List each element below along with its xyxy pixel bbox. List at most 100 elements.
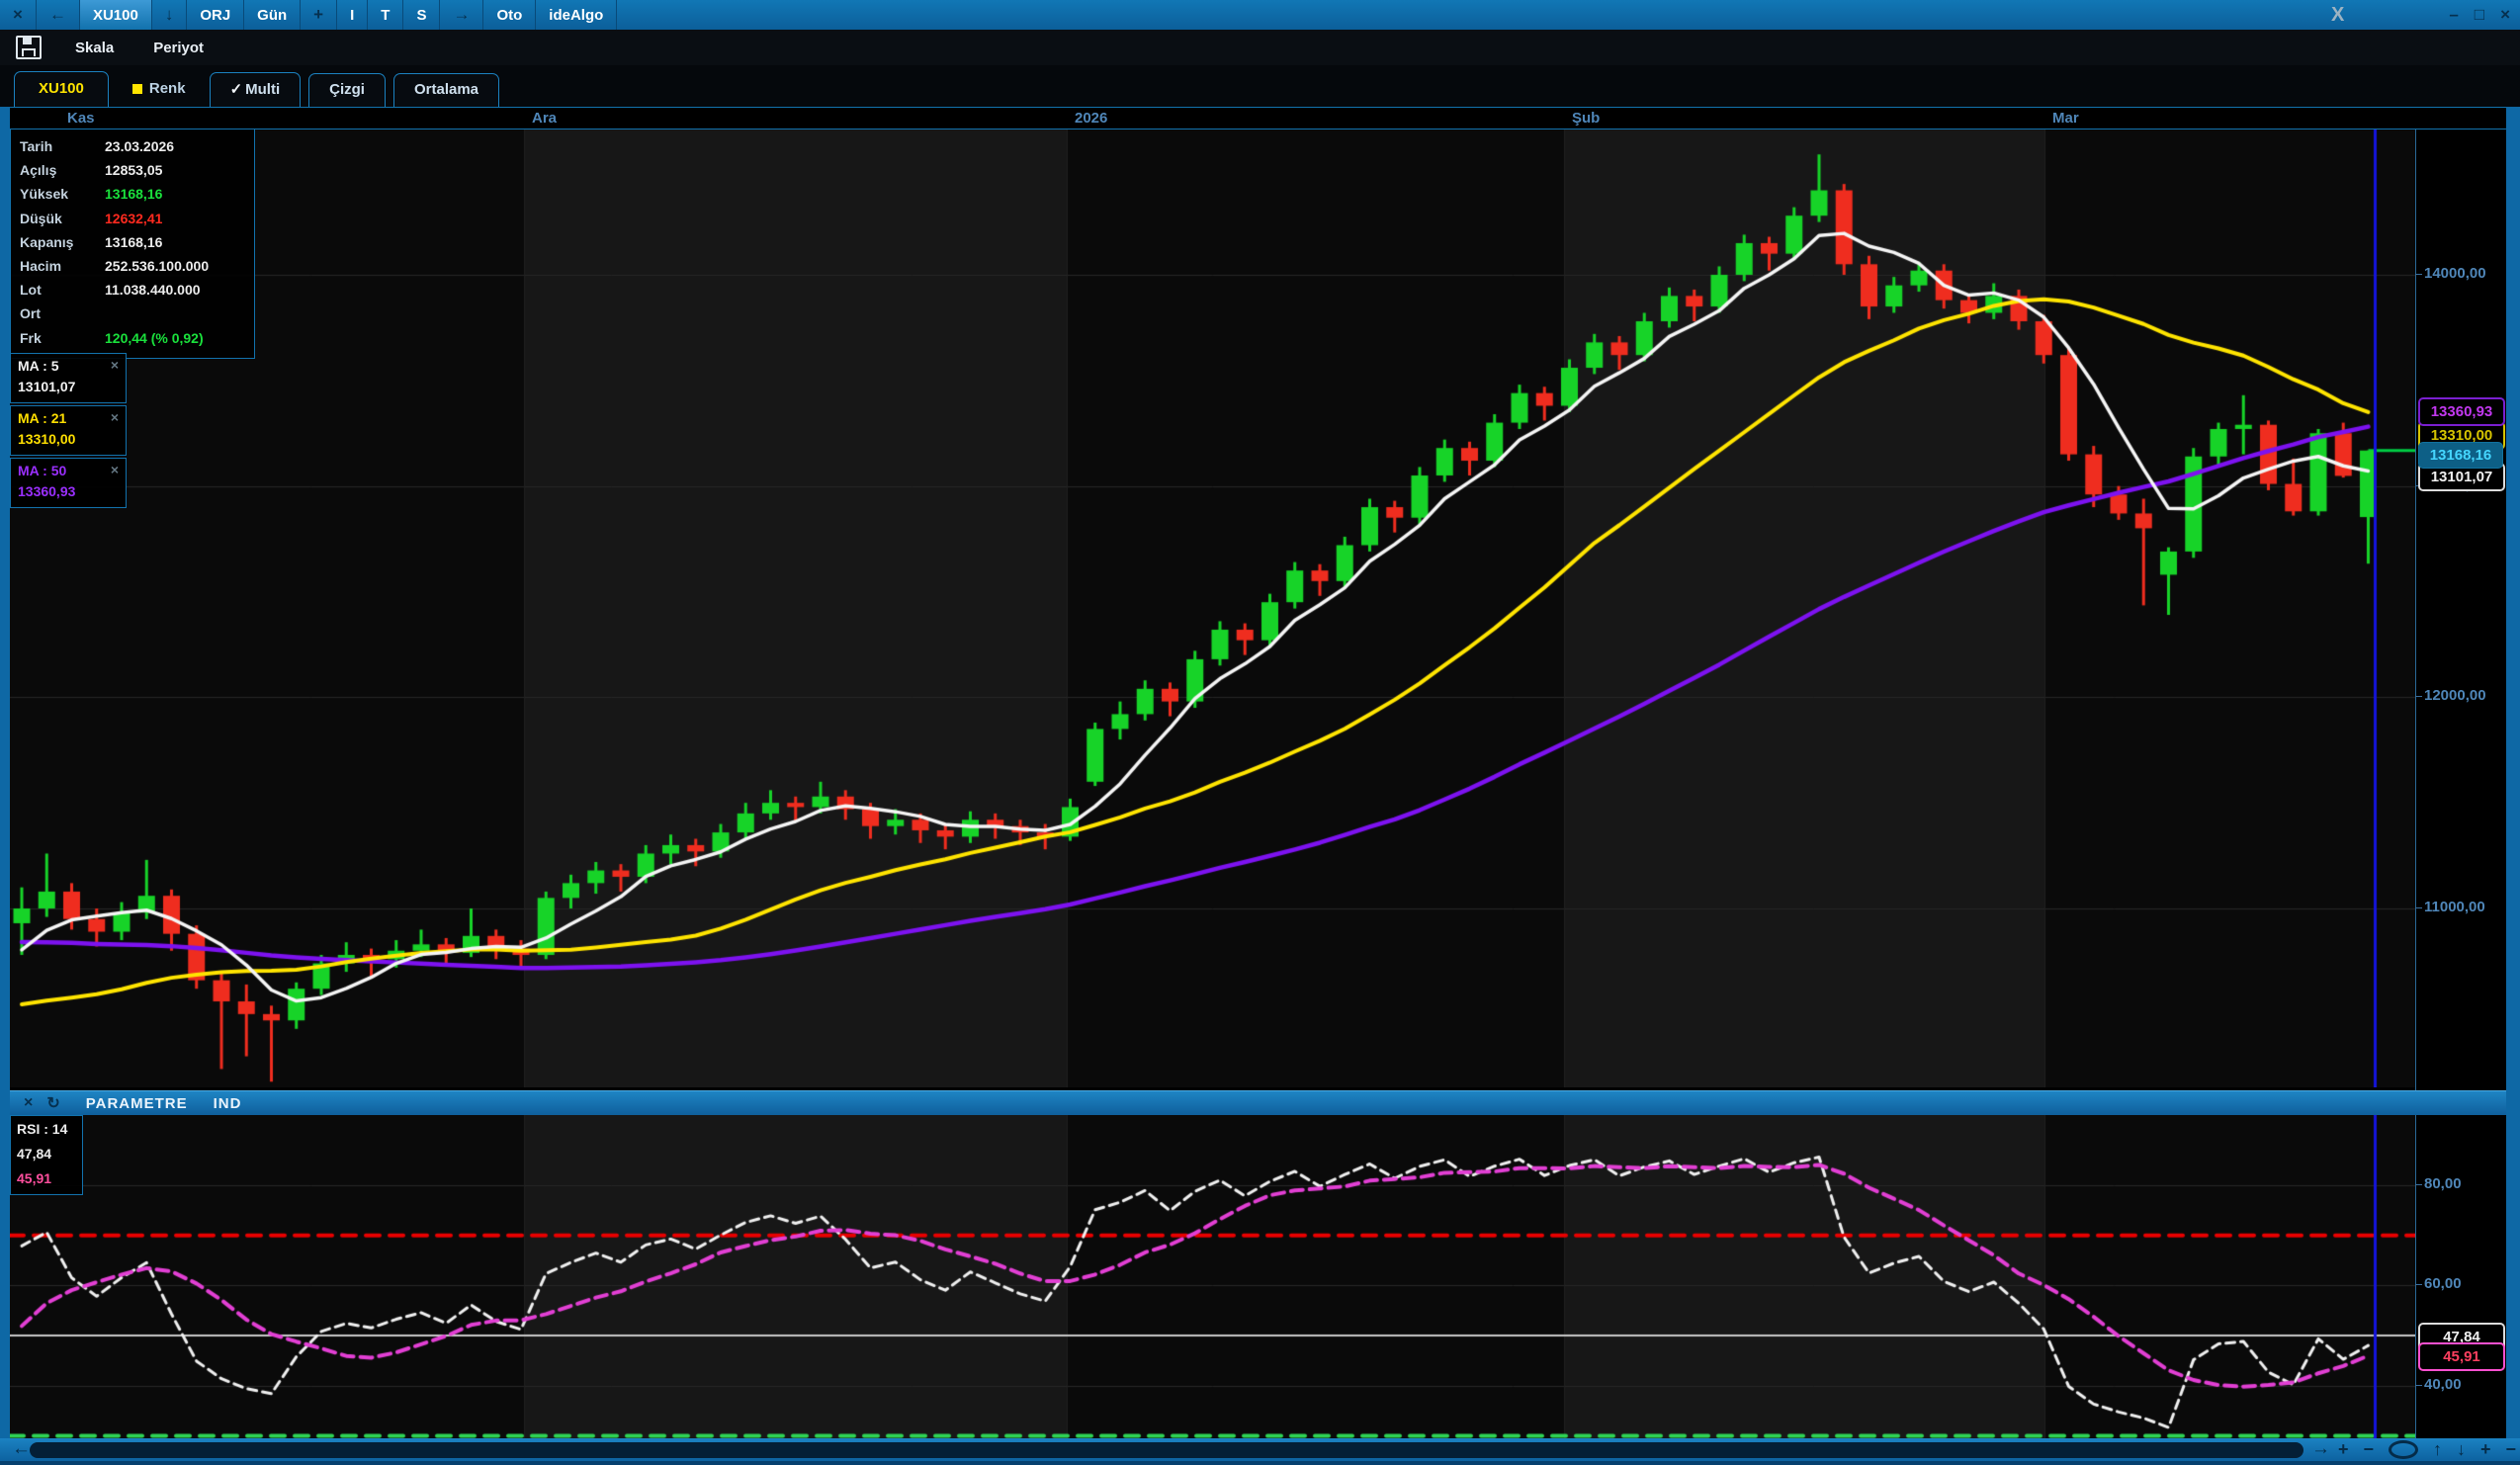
info-row-lot: Lot 11.038.440.000 <box>11 278 254 302</box>
add-icon[interactable]: + <box>301 0 338 30</box>
renk-toggle[interactable]: Renk <box>117 80 202 107</box>
scroll-left-icon[interactable]: ← <box>12 1438 31 1459</box>
rsi-close-icon[interactable]: × <box>24 1094 34 1111</box>
month-label-2026: 2026 <box>1075 110 1108 127</box>
close-chart-icon[interactable]: × <box>0 0 37 30</box>
ma-chip-name: MA : 5 <box>18 358 59 374</box>
dropdown-arrow-icon[interactable]: ↓ <box>152 0 188 30</box>
symbol-title[interactable]: XU100 <box>79 0 152 30</box>
rsi-label-signal: 45,91 <box>2418 1341 2505 1371</box>
info-label: Kapanış <box>20 233 74 250</box>
zoom-out-icon[interactable]: − <box>2363 1439 2374 1459</box>
time-axis: Kas Ara 2026 Şub Mar <box>10 107 2506 129</box>
ma-chip-close-icon[interactable]: × <box>110 409 119 425</box>
menu-items: Skala Periyot <box>75 40 204 56</box>
tab-multi[interactable]: ✓ Multi <box>209 72 302 107</box>
scale-down-icon[interactable]: ↓ <box>2456 1439 2466 1459</box>
axis-separator <box>2415 128 2416 1438</box>
info-label: Lot <box>20 282 42 299</box>
rsi-header: × ↻ PARAMETRE IND <box>10 1090 2506 1115</box>
check-icon: ✓ <box>229 81 243 98</box>
info-value: 12853,05 <box>105 162 163 179</box>
scale-up-icon[interactable]: ↑ <box>2432 1439 2442 1459</box>
renk-color-icon <box>131 83 142 94</box>
price-tick: 14000,00 <box>2415 265 2486 282</box>
scroll-right-icon[interactable]: → <box>2311 1438 2330 1459</box>
tab-çizgi[interactable]: Çizgi <box>308 73 386 107</box>
minimize-button[interactable]: – <box>2449 5 2459 24</box>
info-row-kapanış: Kapanış 13168,16 <box>11 230 254 254</box>
tab-ortalama[interactable]: Ortalama <box>392 73 500 107</box>
ma-chip-name: MA : 21 <box>18 410 67 426</box>
rsi-legend-signal: 45,91 <box>17 1169 52 1186</box>
info-row-düşük: Düşük 12632,41 <box>11 207 254 230</box>
scrollbar-thumb[interactable] <box>30 1442 2303 1458</box>
window-controls: X – □ × <box>2331 0 2510 30</box>
tab-label: Çizgi <box>329 81 365 98</box>
ma-chip-close-icon[interactable]: × <box>110 357 119 373</box>
period-gun-button[interactable]: Gün <box>244 0 302 30</box>
info-value: 12632,41 <box>105 210 163 226</box>
info-label: Açılış <box>20 162 57 179</box>
price-chart-canvas[interactable] <box>10 128 2415 1087</box>
tab-xu100[interactable]: XU100 <box>14 71 109 107</box>
info-label: Hacim <box>20 258 62 275</box>
info-value: 13168,16 <box>105 233 163 250</box>
rsi-tick: 80,00 <box>2415 1175 2462 1192</box>
x-logo: X <box>2330 3 2345 26</box>
forward-icon[interactable]: → <box>440 0 484 30</box>
window-left-border <box>0 30 10 1465</box>
info-row-yüksek: Yüksek 13168,16 <box>11 182 254 206</box>
month-label-Şub: Şub <box>1572 110 1601 127</box>
ma-chip-value: 13310,00 <box>18 431 76 447</box>
menu-item-periyot[interactable]: Periyot <box>153 39 205 56</box>
rsi-legend-value: 47,84 <box>17 1145 52 1162</box>
price-label-last: 13168,16 <box>2418 441 2503 469</box>
info-value: 11.038.440.000 <box>105 282 201 299</box>
ma-chip-name: MA : 50 <box>18 463 67 478</box>
info-row-açılış: Açılış 12853,05 <box>11 158 254 182</box>
info-value: 23.03.2026 <box>105 138 175 155</box>
tab-label: Ortalama <box>413 81 479 98</box>
orj-button[interactable]: ORJ <box>187 0 245 30</box>
rsi-chart-canvas[interactable] <box>10 1115 2415 1438</box>
titlebar[interactable]: × ← XU100 ↓ ORJ Gün + I T S → Oto ideAlgo X – □ × <box>0 0 2520 30</box>
rsi-parametre-button[interactable]: PARAMETRE <box>85 1094 188 1112</box>
info-row-hacim: Hacim 252.536.100.000 <box>11 254 254 278</box>
ma-chip-value: 13101,07 <box>18 379 76 394</box>
close-button[interactable]: × <box>2500 5 2510 24</box>
zoom-in-icon[interactable]: + <box>2337 1439 2349 1459</box>
info-label: Düşük <box>20 210 62 226</box>
info-label: Tarih <box>20 138 53 155</box>
idealgo-button[interactable]: ideAlgo <box>536 0 618 30</box>
info-label: Ort <box>20 305 41 322</box>
ma-chip-close-icon[interactable]: × <box>110 462 119 477</box>
tabbar: XU100 Renk ✓ Multi Çizgi Ortalama <box>0 65 2520 107</box>
back-icon[interactable]: ← <box>37 0 80 30</box>
save-icon[interactable] <box>16 36 42 59</box>
ma-chip-5: MA : 5 13101,07 × <box>10 353 127 403</box>
info-label: Frk <box>20 329 42 346</box>
oval-tool-icon[interactable] <box>2388 1440 2418 1459</box>
bar-width-minus-icon[interactable]: − <box>2505 1439 2516 1459</box>
titlebar-items: × ← XU100 ↓ ORJ Gün + I T S → Oto ideAlgo <box>0 0 618 30</box>
ma-chip-50: MA : 50 13360,93 × <box>10 458 127 508</box>
trend-button[interactable]: T <box>368 0 404 30</box>
indicator-button[interactable]: I <box>337 0 369 30</box>
window-right-border <box>2506 30 2520 1438</box>
settings-button[interactable]: S <box>403 0 441 30</box>
price-label-ma50: 13360,93 <box>2418 396 2505 426</box>
menu-item-skala[interactable]: Skala <box>75 39 115 56</box>
rsi-tick: 60,00 <box>2415 1275 2462 1293</box>
oto-button[interactable]: Oto <box>483 0 537 30</box>
info-value: 120,44 (% 0,92) <box>105 329 204 346</box>
rsi-legend-name: RSI : 14 <box>17 1120 68 1137</box>
price-tick: 12000,00 <box>2415 687 2486 705</box>
info-value: 252.536.100.000 <box>105 258 210 275</box>
maximize-button[interactable]: □ <box>2474 5 2485 24</box>
month-label-Kas: Kas <box>67 110 95 127</box>
rsi-legend: RSI : 14 47,84 45,91 <box>10 1115 83 1195</box>
rsi-ind-button[interactable]: IND <box>213 1094 242 1112</box>
rsi-refresh-icon[interactable]: ↻ <box>46 1095 60 1112</box>
bar-width-plus-icon[interactable]: + <box>2479 1439 2491 1459</box>
